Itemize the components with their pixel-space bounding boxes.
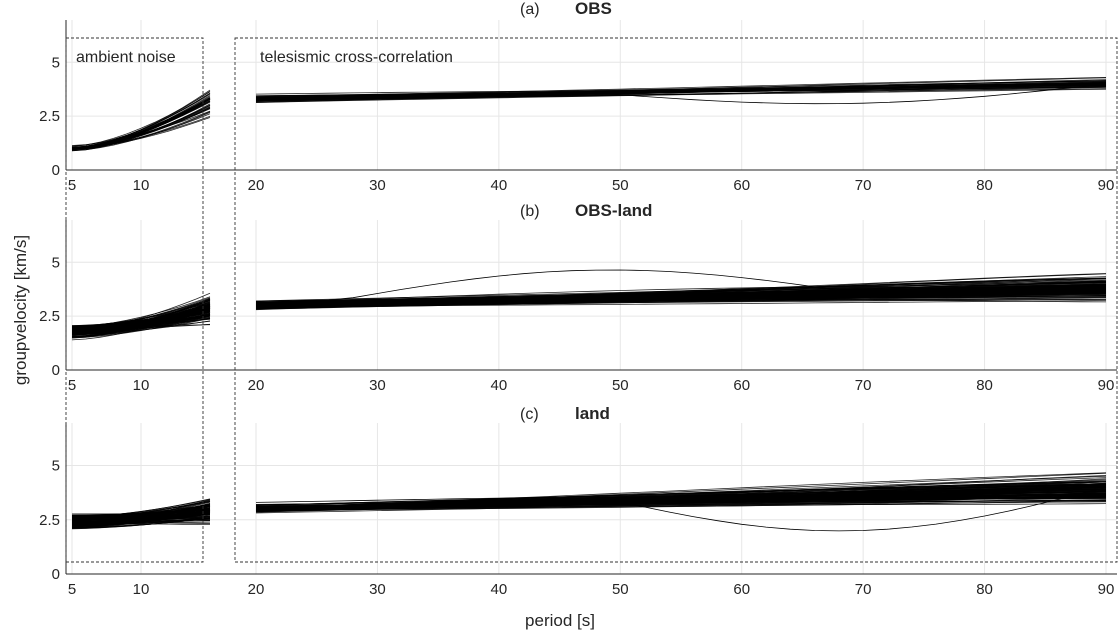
series-telesismic — [255, 499, 1107, 511]
x-tick-label: 20 — [248, 177, 265, 194]
series-ambient — [71, 310, 211, 333]
x-tick-label: 40 — [491, 177, 508, 194]
x-axis-label: period [s] — [525, 611, 595, 630]
x-tick-label: 60 — [733, 581, 750, 598]
x-tick-label: 30 — [369, 581, 386, 598]
series-ambient — [71, 506, 211, 519]
panel-title: OBS-land — [575, 201, 652, 220]
x-tick-label: 5 — [68, 377, 76, 394]
y-tick-label: 0 — [52, 162, 60, 179]
series-ambient — [71, 111, 211, 151]
x-tick-label: 80 — [976, 177, 993, 194]
region-label-telesismic: telesismic cross-correlation — [260, 49, 453, 66]
panel-label: (a) — [520, 1, 540, 18]
series-ambient — [71, 518, 211, 525]
series-outlier — [255, 83, 1107, 105]
series-telesismic — [255, 291, 1107, 303]
y-tick-label: 5 — [52, 458, 60, 475]
series-ambient — [71, 509, 211, 524]
series-ambient — [71, 517, 211, 529]
series-telesismic — [255, 481, 1107, 512]
y-tick-label: 2.5 — [39, 512, 60, 529]
series-ambient — [71, 93, 211, 148]
x-tick-label: 90 — [1098, 377, 1115, 394]
x-tick-label: 10 — [133, 581, 150, 598]
y-tick-label: 5 — [52, 54, 60, 71]
x-tick-label: 50 — [612, 581, 629, 598]
series-outlier — [255, 269, 1107, 302]
x-tick-label: 50 — [612, 377, 629, 394]
x-tick-label: 30 — [369, 177, 386, 194]
series-ambient — [71, 501, 211, 523]
panel-title: OBS — [575, 0, 612, 18]
region-box-telesismic — [234, 37, 1118, 563]
y-tick-label: 0 — [52, 362, 60, 379]
series-telesismic — [255, 483, 1107, 509]
series-ambient — [71, 509, 211, 516]
x-tick-label: 90 — [1098, 581, 1115, 598]
series-telesismic — [255, 83, 1107, 101]
x-tick-label: 30 — [369, 377, 386, 394]
series-telesismic — [255, 281, 1107, 303]
y-tick-label: 5 — [52, 254, 60, 271]
series-telesismic — [255, 297, 1107, 309]
series-ambient — [71, 308, 211, 335]
x-tick-label: 60 — [733, 177, 750, 194]
series-outlier — [255, 486, 1107, 532]
x-tick-label: 40 — [491, 581, 508, 598]
series-telesismic — [255, 493, 1107, 512]
series-ambient — [71, 110, 211, 146]
series-ambient — [71, 315, 211, 336]
x-tick-label: 90 — [1098, 177, 1115, 194]
series-ambient — [71, 308, 211, 327]
series-ambient — [71, 98, 211, 149]
panel-label: (c) — [520, 406, 539, 423]
x-tick-label: 70 — [855, 177, 872, 194]
x-tick-label: 80 — [976, 581, 993, 598]
x-tick-label: 20 — [248, 581, 265, 598]
y-tick-label: 0 — [52, 566, 60, 583]
series-telesismic — [255, 501, 1107, 511]
x-tick-label: 70 — [855, 581, 872, 598]
x-tick-label: 40 — [491, 377, 508, 394]
x-tick-label: 10 — [133, 377, 150, 394]
y-axis-label: groupvelocity [km/s] — [11, 235, 30, 385]
series-telesismic — [255, 273, 1107, 304]
x-tick-label: 80 — [976, 377, 993, 394]
series-telesismic — [255, 288, 1107, 306]
x-tick-label: 5 — [68, 177, 76, 194]
x-tick-label: 70 — [855, 377, 872, 394]
series-ambient — [71, 316, 211, 328]
series-ambient — [71, 305, 211, 329]
y-tick-label: 2.5 — [39, 108, 60, 125]
panel-label: (b) — [520, 203, 540, 220]
x-tick-label: 5 — [68, 581, 76, 598]
y-tick-label: 2.5 — [39, 308, 60, 325]
region-box-ambient — [65, 37, 204, 563]
series-telesismic — [255, 488, 1107, 509]
region-label-ambient: ambient noise — [76, 49, 176, 66]
x-tick-label: 10 — [133, 177, 150, 194]
series-ambient — [71, 117, 211, 150]
series-ambient — [71, 314, 211, 338]
x-tick-label: 50 — [612, 177, 629, 194]
panel-title: land — [575, 404, 610, 423]
x-tick-label: 20 — [248, 377, 265, 394]
x-tick-label: 60 — [733, 377, 750, 394]
series-telesismic — [255, 86, 1107, 101]
